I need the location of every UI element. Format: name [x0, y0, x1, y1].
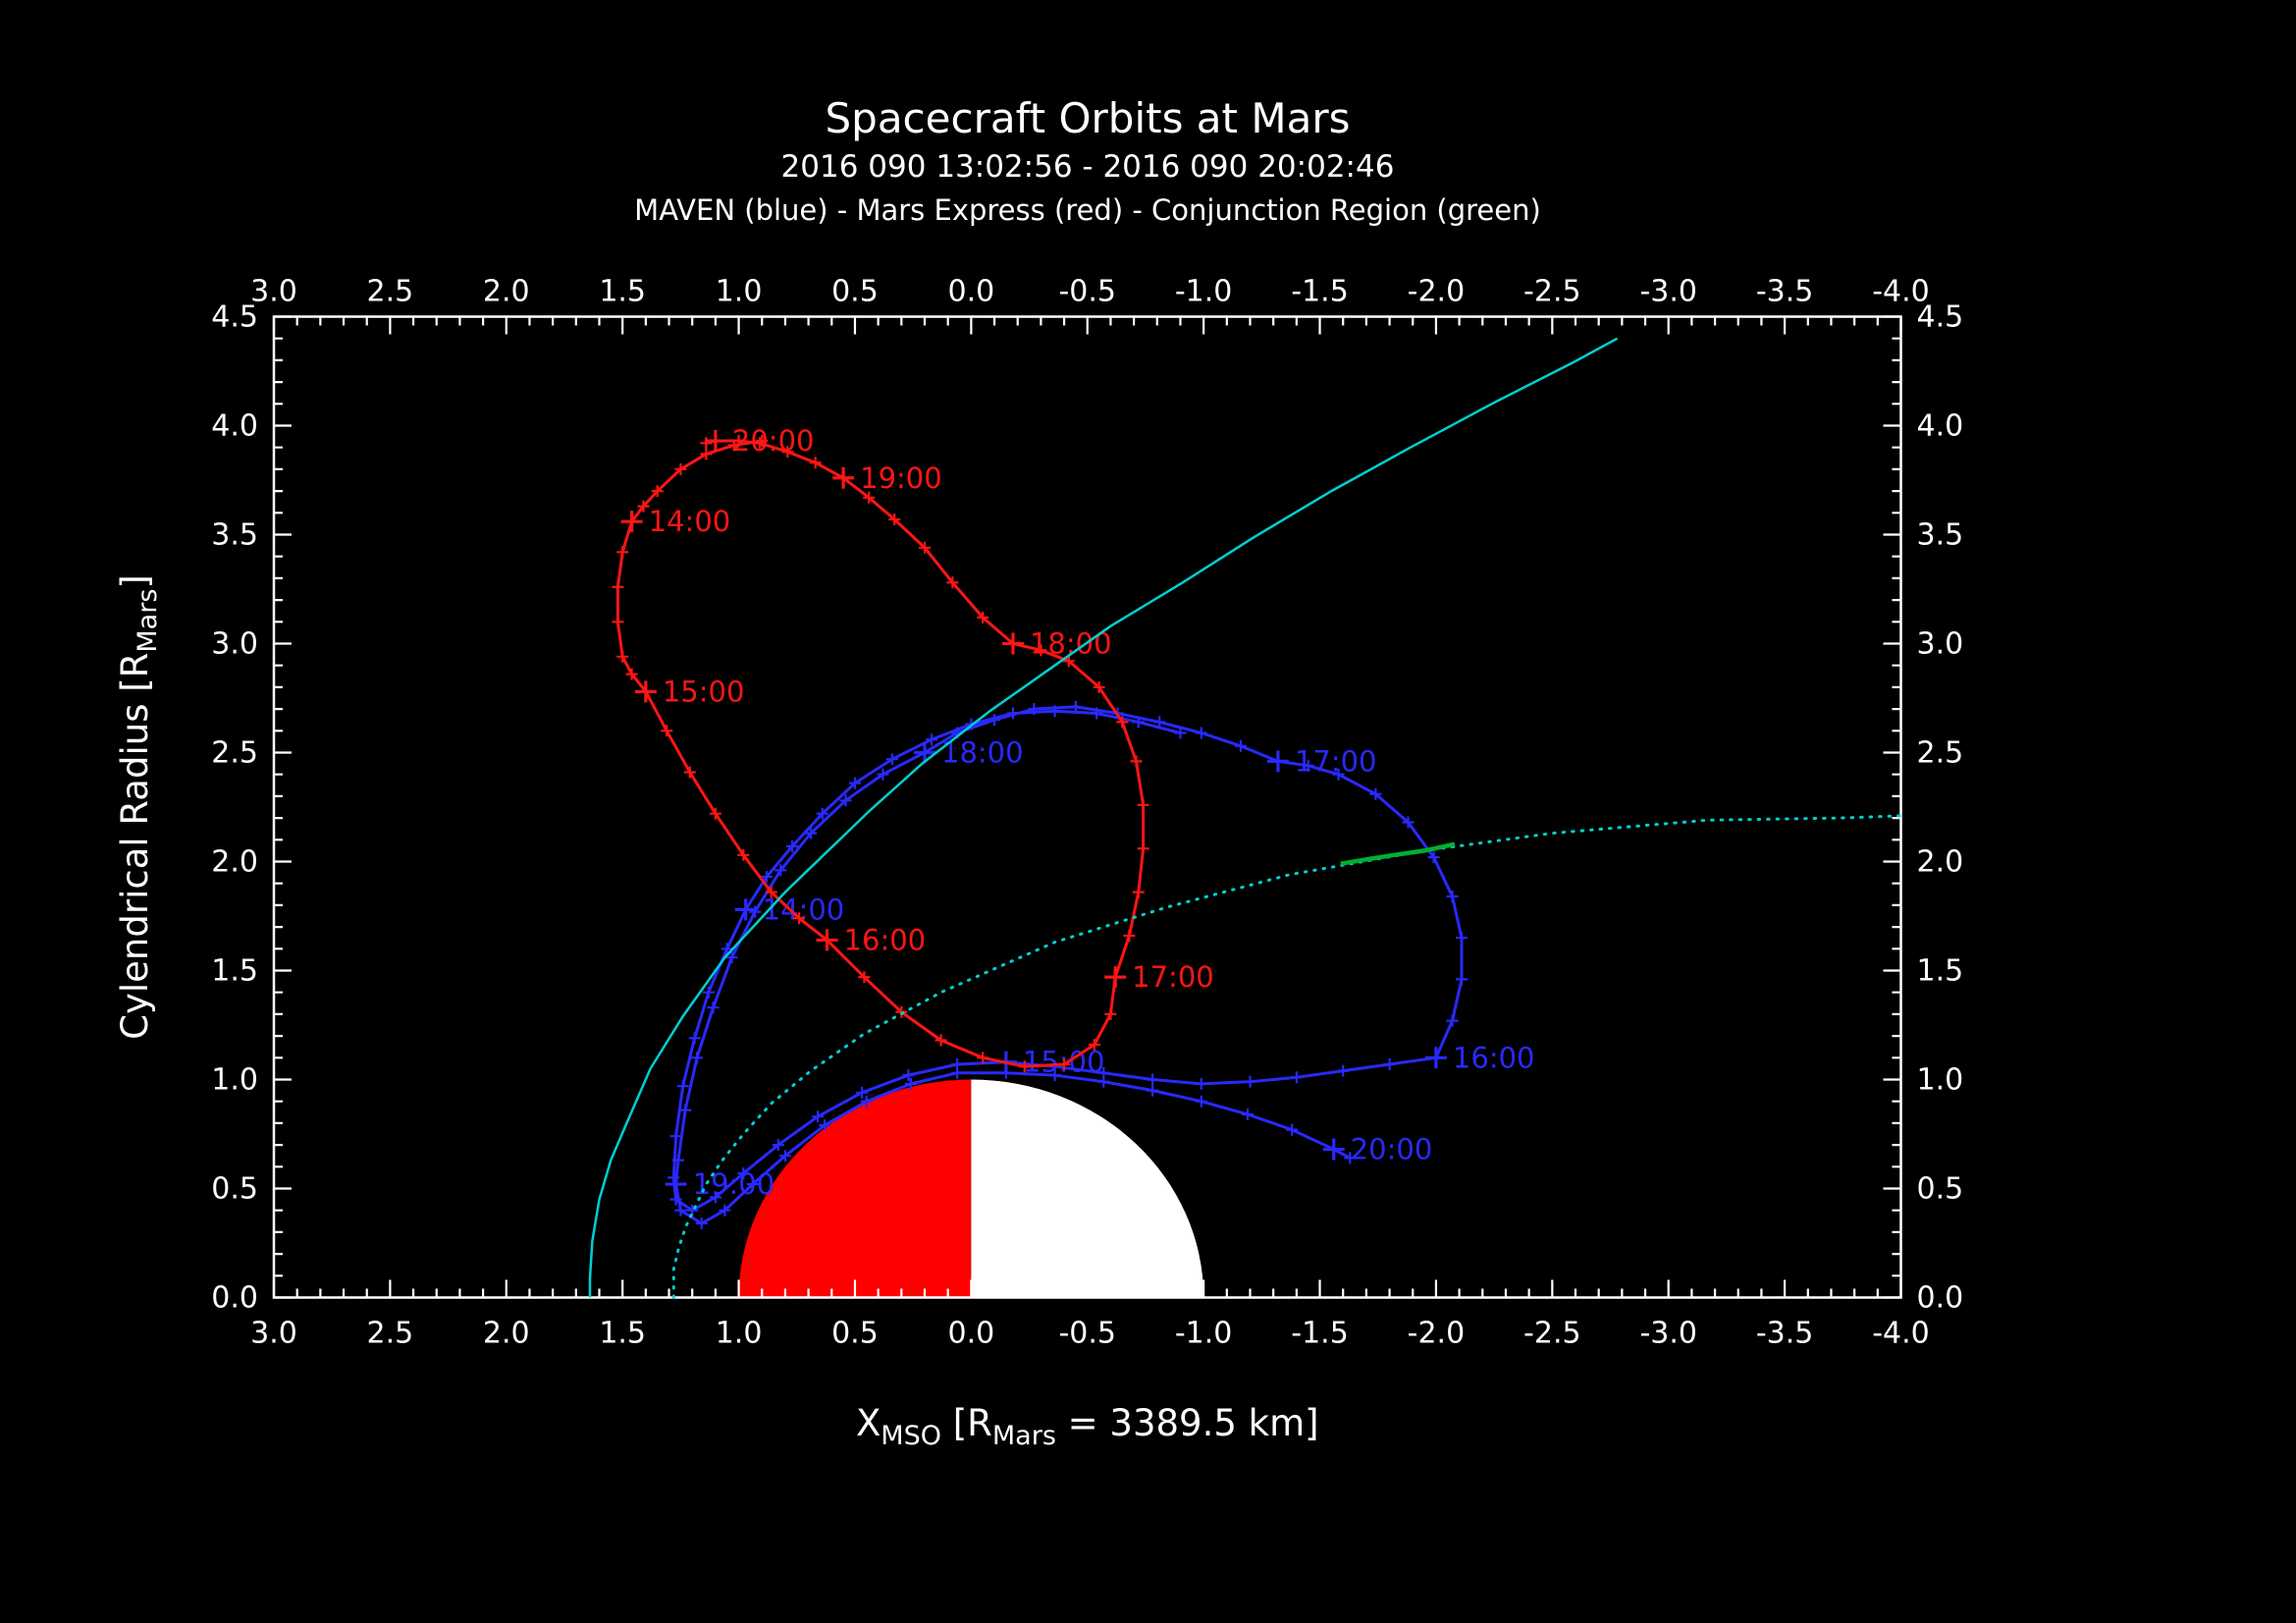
series-mars-express: 14:00 15:00 16:00 17:00 18:00 19:00 20:00	[612, 424, 1214, 1073]
hour-label: 16:00	[1453, 1041, 1535, 1074]
y-tick-label-left: 0.0	[211, 1281, 258, 1316]
hour-label: 17:00	[1132, 960, 1214, 994]
y-tick-label-left: 1.5	[211, 954, 258, 989]
orbit-path	[671, 705, 1464, 1225]
x-tick-label-bottom: 2.0	[483, 1317, 530, 1351]
y-tick-label-left: 4.5	[211, 300, 258, 335]
y-tick-label-left: 2.5	[211, 736, 258, 771]
y-tick-label-left: 1.0	[211, 1063, 258, 1098]
hour-label: 19:00	[693, 1167, 775, 1201]
mars-antisunward-half	[971, 1079, 1204, 1298]
x-tick-label-top: 1.0	[716, 275, 763, 309]
x-tick-label-bottom: -4.0	[1872, 1317, 1930, 1351]
x-tick-label-bottom: 0.0	[947, 1317, 994, 1351]
x-tick-label-bottom: -3.5	[1756, 1317, 1814, 1351]
series-bow-shock-boundary	[588, 337, 1619, 1298]
hour-marker	[620, 511, 643, 533]
x-tick-label-bottom: -1.5	[1291, 1317, 1349, 1351]
hour-marker	[1266, 750, 1289, 773]
hour-marker	[734, 898, 757, 921]
hour-marker	[704, 430, 726, 453]
y-tick-label-left: 3.0	[211, 627, 258, 662]
axis-ticks	[272, 315, 1902, 1299]
x-tick-label-top: -1.5	[1291, 275, 1349, 309]
hour-label: 19:00	[860, 461, 942, 495]
x-tick-label-bottom: -2.0	[1408, 1317, 1466, 1351]
hour-label: 15:00	[663, 675, 745, 708]
y-tick-label-right: 0.5	[1917, 1172, 1964, 1207]
x-tick-label-top: -2.0	[1408, 275, 1466, 309]
hour-label: 17:00	[1295, 744, 1377, 778]
x-tick-label-top: -3.0	[1639, 275, 1697, 309]
series-magnetic-pileup-boundary	[671, 814, 1902, 1299]
x-tick-label-bottom: -1.0	[1175, 1317, 1233, 1351]
hour-label: 20:00	[1351, 1133, 1433, 1166]
hour-label: 16:00	[844, 923, 927, 956]
x-tick-label-top: 0.0	[947, 275, 994, 309]
hour-label: 18:00	[941, 736, 1024, 770]
orbit-path	[1340, 841, 1456, 866]
axes: 3.0 3.0 2.5 2.5 2.0 2.0 1.5 1.5 1.0 1.0 0.5 0.5 0.0 0…	[211, 275, 1963, 1351]
y-tick-label-right: 2.0	[1917, 845, 1964, 880]
orbit-path	[588, 337, 1619, 1298]
x-tick-label-top: -1.0	[1175, 275, 1233, 309]
hour-marker	[832, 466, 855, 489]
hour-marker	[1001, 632, 1024, 655]
x-tick-label-bottom: 1.5	[599, 1317, 646, 1351]
x-tick-label-top: -4.0	[1872, 275, 1930, 309]
hour-marker	[816, 929, 838, 951]
x-tick-label-bottom: 2.5	[367, 1317, 414, 1351]
hour-marker	[1104, 966, 1127, 989]
mars-sunward-half	[738, 1079, 972, 1298]
series-conjunction-region	[1340, 841, 1456, 866]
x-tick-label-top: -0.5	[1058, 275, 1116, 309]
x-tick-label-top: -2.5	[1523, 275, 1581, 309]
hour-label: 20:00	[732, 424, 815, 458]
hour-marker	[665, 1173, 687, 1196]
x-axis-title: XMSO [RMars = 3389.5 km]	[856, 1402, 1319, 1451]
x-tick-label-bottom: -2.5	[1523, 1317, 1581, 1351]
plot-legend: MAVEN (blue) - Mars Express (red) - Conj…	[634, 193, 1541, 227]
hour-label: 14:00	[649, 505, 731, 538]
x-tick-label-top: -3.5	[1756, 275, 1814, 309]
x-tick-label-bottom: 0.5	[831, 1317, 879, 1351]
hour-marker	[914, 741, 935, 764]
y-tick-label-left: 2.0	[211, 845, 258, 880]
y-tick-label-left: 4.0	[211, 409, 258, 444]
y-axis-title: Cylendrical Radius [RMars]	[114, 574, 163, 1040]
y-tick-label-right: 3.0	[1917, 627, 1964, 662]
y-tick-label-right: 4.5	[1917, 300, 1964, 335]
plot-time-range: 2016 090 13:02:56 - 2016 090 20:02:46	[780, 149, 1395, 185]
y-tick-label-right: 1.0	[1917, 1063, 1964, 1098]
hour-marker	[1424, 1047, 1447, 1069]
y-tick-label-right: 2.5	[1917, 736, 1964, 771]
axis-titles: XMSO [RMars = 3389.5 km] Cylendrical Radi…	[114, 574, 1319, 1451]
y-tick-label-right: 4.0	[1917, 409, 1964, 444]
x-tick-label-top: 0.5	[831, 275, 879, 309]
x-tick-label-top: 3.0	[250, 275, 297, 309]
x-tick-label-top: 2.5	[367, 275, 414, 309]
x-tick-label-bottom: -3.0	[1639, 1317, 1697, 1351]
plot-title: Spacecraft Orbits at Mars	[825, 94, 1351, 142]
x-tick-label-bottom: -0.5	[1058, 1317, 1116, 1351]
y-tick-label-left: 0.5	[211, 1172, 258, 1207]
orbit-path	[671, 814, 1902, 1299]
x-tick-label-top: 1.5	[599, 275, 646, 309]
x-tick-label-top: 2.0	[483, 275, 530, 309]
hour-marker	[634, 680, 657, 703]
x-tick-label-bottom: 3.0	[250, 1317, 297, 1351]
y-tick-label-right: 3.5	[1917, 518, 1964, 553]
y-tick-label-left: 3.5	[211, 518, 258, 553]
y-tick-label-right: 0.0	[1917, 1281, 1964, 1316]
mars-disk	[738, 1079, 1204, 1298]
x-tick-label-bottom: 1.0	[716, 1317, 763, 1351]
y-tick-label-right: 1.5	[1917, 954, 1964, 989]
hour-marker	[1322, 1138, 1345, 1161]
